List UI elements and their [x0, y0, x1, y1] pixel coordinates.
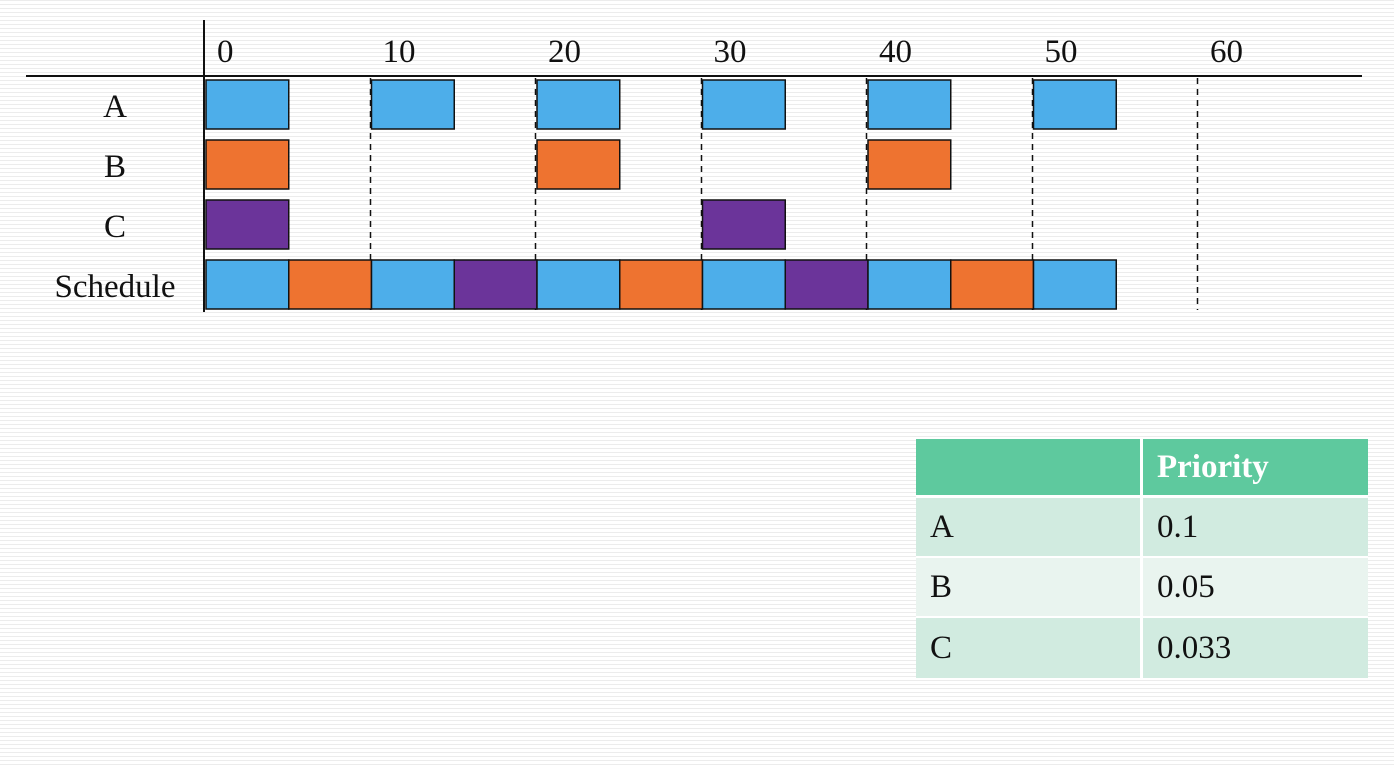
row-label-schedule: Schedule: [55, 269, 176, 305]
row-label-b: B: [104, 149, 126, 185]
task-bar-c: [205, 199, 290, 250]
x-tick-label: 40: [879, 34, 912, 70]
priority-value-cell: 0.1: [1143, 498, 1368, 558]
row-label-c: C: [104, 209, 126, 245]
task-bar-schedule: [701, 259, 786, 310]
table-row: A 0.1: [916, 498, 1368, 558]
task-bar-a: [536, 79, 621, 130]
task-bar-schedule: [536, 259, 621, 310]
priority-value-cell: 0.033: [1143, 618, 1368, 678]
priority-table-header-priority: Priority: [1143, 439, 1368, 498]
task-bar-schedule: [784, 259, 869, 310]
x-tick-label: 50: [1045, 34, 1078, 70]
x-tick-label: 10: [383, 34, 416, 70]
task-bar-a: [1032, 79, 1117, 130]
task-name-cell: A: [916, 498, 1143, 558]
task-bar-b: [867, 139, 952, 190]
task-bar-schedule: [370, 259, 455, 310]
x-tick-label: 30: [714, 34, 747, 70]
task-bar-schedule: [950, 259, 1035, 310]
task-bar-c: [701, 199, 786, 250]
task-bar-a: [370, 79, 455, 130]
schedule-gantt-chart: 0 10 20 30 40 50 60 ABC Schedule: [26, 20, 1362, 312]
priority-table: Priority A 0.1 B 0.05 C 0.033: [916, 439, 1368, 678]
table-row: C 0.033: [916, 618, 1368, 678]
task-bar-schedule: [205, 259, 290, 310]
priority-table-header-task: [916, 439, 1143, 498]
x-tick-label: 60: [1210, 34, 1243, 70]
task-bar-schedule: [288, 259, 373, 310]
priority-table-header-row: Priority: [916, 439, 1368, 498]
task-bar-schedule: [867, 259, 952, 310]
row-label-a: A: [103, 89, 127, 125]
x-tick-label: 20: [548, 34, 581, 70]
task-bar-b: [205, 139, 290, 190]
table-row: B 0.05: [916, 558, 1368, 618]
task-bar-schedule: [619, 259, 704, 310]
task-bar-schedule: [453, 259, 538, 310]
task-bar-a: [701, 79, 786, 130]
x-tick-label: 0: [217, 34, 234, 70]
task-name-cell: B: [916, 558, 1143, 618]
task-bar-schedule: [1032, 259, 1117, 310]
task-name-cell: C: [916, 618, 1143, 678]
task-bar-a: [867, 79, 952, 130]
priority-value-cell: 0.05: [1143, 558, 1368, 618]
task-bar-b: [536, 139, 621, 190]
task-bar-a: [205, 79, 290, 130]
